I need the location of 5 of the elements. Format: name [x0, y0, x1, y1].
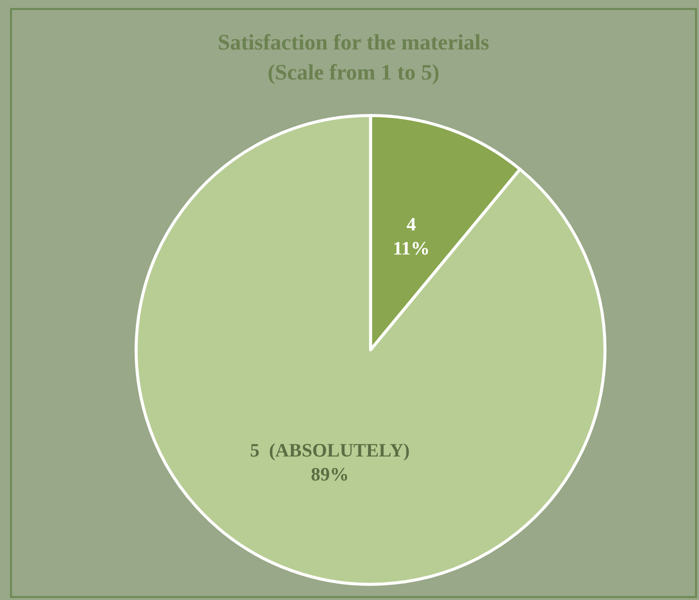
- data-label: 11%: [392, 238, 430, 260]
- slice-label: 5 (ABSOLUTELY): [250, 440, 410, 462]
- slice-label: 4: [406, 214, 417, 236]
- data-label: 89%: [310, 464, 349, 486]
- chart-title: Satisfaction for the materials (Scale from 1 to 5): [218, 30, 490, 84]
